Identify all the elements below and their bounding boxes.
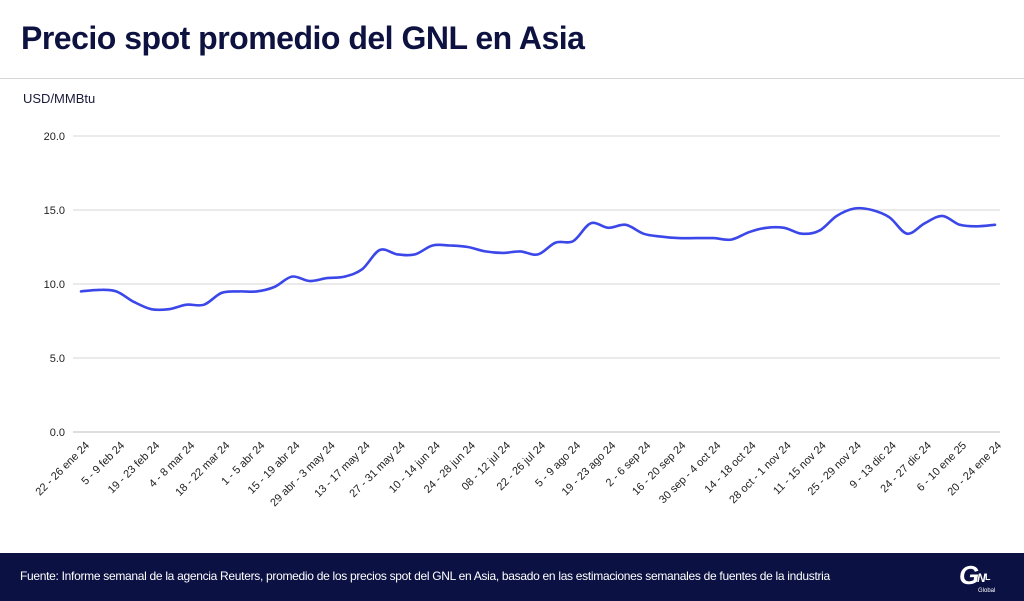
- y-tick-label: 20.0: [44, 131, 65, 143]
- line-chart: 0.05.010.015.020.022 - 26 ene 245 - 9 fe…: [33, 131, 1004, 509]
- y-tick-label: 5.0: [50, 353, 65, 365]
- footer: Fuente: Informe semanal de la agencia Re…: [0, 553, 1024, 601]
- svg-text:L: L: [985, 572, 991, 582]
- y-tick-label: 0.0: [50, 427, 65, 439]
- svg-text:G: G: [959, 560, 979, 590]
- page-title: Precio spot promedio del GNL en Asia: [21, 20, 585, 56]
- source-note: Fuente: Informe semanal de la agencia Re…: [20, 569, 830, 583]
- logo-text: Global: [978, 588, 995, 594]
- x-tick-label: 29 abr - 3 may 24: [268, 440, 337, 509]
- gnl-global-logo: G N L Global: [959, 560, 995, 594]
- y-tick-label: 15.0: [44, 205, 65, 217]
- series-line: [79, 206, 997, 312]
- x-tick-label: 30 sep - 4 oct 24: [657, 440, 723, 506]
- y-tick-label: 10.0: [44, 279, 65, 291]
- y-axis-unit-label: USD/MMBtu: [23, 91, 96, 106]
- x-tick-label: 22 - 26 ene 24: [33, 440, 92, 499]
- x-tick-label: 28 oct - 1 nov 24: [727, 440, 793, 506]
- svg-text:N: N: [977, 571, 986, 585]
- header: Precio spot promedio del GNL en Asia: [0, 0, 1024, 79]
